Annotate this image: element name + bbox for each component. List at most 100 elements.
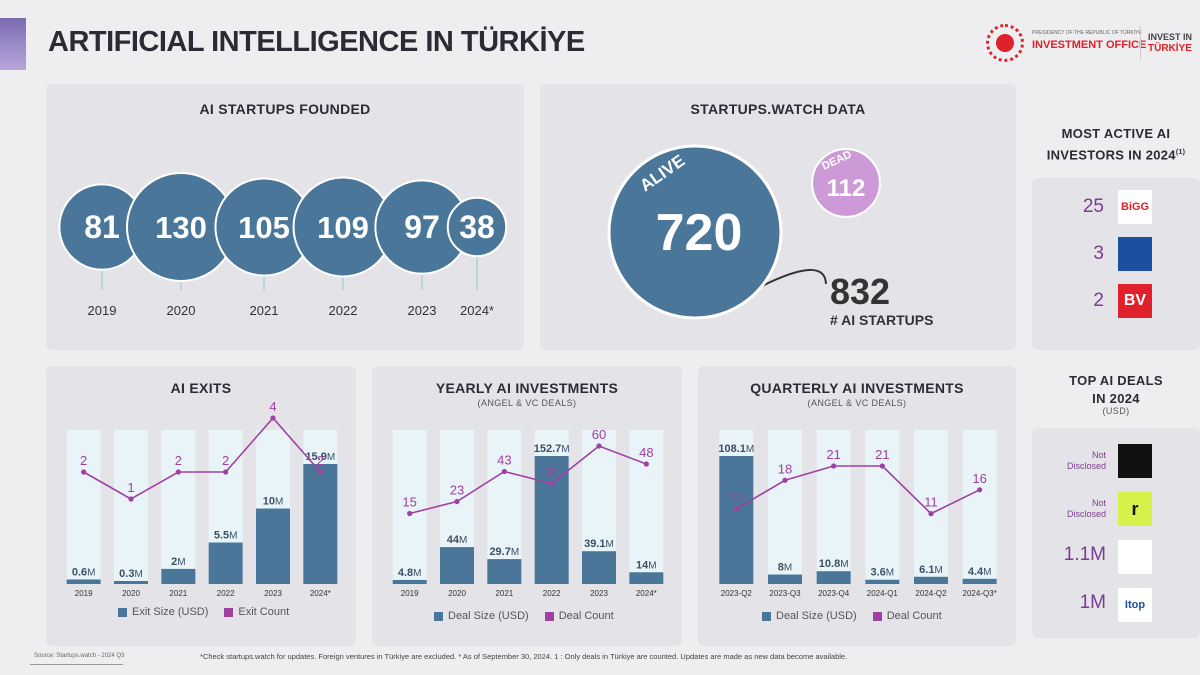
count-point [831, 463, 837, 469]
bar [719, 456, 754, 584]
category-label: 2023 [264, 589, 282, 598]
investor-logo: BV [1118, 284, 1152, 318]
panel-top-deals: TOP AI DEALS IN 2024 (USD) Not Disclosed N… [1032, 364, 1200, 648]
category-label: 2020 [122, 589, 140, 598]
startup-logo [1118, 444, 1152, 478]
count-point [733, 506, 739, 512]
bar-track [768, 430, 802, 584]
legend-deal-count-yearly: Deal Count [544, 610, 614, 622]
most-active-footnote: (1) [1175, 149, 1186, 156]
category-label: 2024-Q2 [915, 589, 947, 598]
bar-track [962, 430, 997, 584]
founded-value-label: 109 [317, 210, 369, 245]
bar-value-label: 10.8M [819, 558, 849, 570]
legend-swatch-line [224, 607, 234, 617]
founded-year-label: 2024* [460, 303, 494, 318]
panel-yearly-investments: YEARLY AI INVESTMENTS (ANGEL & VC DEALS)… [372, 366, 682, 646]
count-value-label: 60 [592, 427, 606, 442]
logo-divider [1140, 26, 1141, 60]
logo-office-text: INVESTMENT OFFICE [1032, 39, 1147, 51]
alive-value: 720 [656, 204, 743, 262]
count-point [454, 498, 460, 505]
count-point [128, 496, 134, 502]
legend-deal-size-yearly: Deal Size (USD) [434, 610, 529, 622]
category-label: 2022 [217, 589, 235, 598]
bar-value-label: 39.1M [584, 538, 614, 550]
founded-value-label: 38 [459, 209, 495, 245]
founded-bubble [446, 196, 508, 258]
presidency-seal-icon [986, 24, 1024, 62]
founded-value-label: 81 [84, 209, 120, 245]
count-value-label: 21 [875, 447, 889, 462]
panel-title-top-deals: TOP AI DEALS IN 2024 [1032, 372, 1200, 408]
founded-year-label: 2020 [167, 303, 196, 318]
legend-deal-size-quarterly: Deal Size (USD) [762, 610, 857, 622]
deal-value: 1.1M [1063, 544, 1106, 565]
title-accent-bar [0, 18, 26, 70]
bar [256, 508, 290, 584]
panel-title-startups-watch: STARTUPS.WATCH DATA [690, 101, 866, 117]
panel-title-most-active: MOST ACTIVE AI INVESTORS IN 2024(1) [1032, 124, 1200, 164]
panel-ai-exits: AI EXITS 0.6M 2019 0.3M 2020 2M 2021 5.5M 2022 1… [46, 366, 356, 646]
bar [440, 547, 474, 584]
category-label: 2023-Q2 [721, 589, 753, 598]
investor-logo [1118, 237, 1152, 271]
logo-presidency-text: PRESIDENCY OF THE REPUBLIC OF TÜRKİYE [1032, 30, 1142, 36]
count-point [782, 477, 788, 483]
investor-deal-count: 25 [1082, 196, 1104, 217]
legend-swatch-bar [118, 607, 127, 617]
category-label: 2024* [310, 589, 331, 598]
founded-year-label: 2022 [329, 303, 358, 318]
panel-startups-watch: STARTUPS.WATCH DATA ALIVE 720 DEAD 112 832 # … [540, 84, 1016, 350]
bar [865, 579, 900, 584]
category-label: 2023 [590, 589, 608, 598]
bar-value-label: 10M [263, 496, 284, 508]
most-active-line2: INVESTORS IN 2024 [1046, 147, 1176, 163]
bar-value-label: 4.8M [398, 567, 422, 579]
bar-track [392, 430, 427, 584]
count-point [879, 463, 885, 469]
count-value-label: 2 [317, 453, 324, 468]
founded-value-label: 130 [155, 210, 207, 245]
yearly-bar-line-chart: 4.8M 2019 44M 2020 29.7M 2021 152.7M 2022 39.1M 2… [392, 427, 664, 598]
count-value-label: 18 [778, 461, 792, 476]
category-label: 2023-Q3 [769, 589, 801, 598]
deal-row: Not Disclosed [1032, 442, 1200, 482]
investor-list: 25 BiGG 3 2 BV [1032, 178, 1200, 350]
founded-year-label: 2021 [250, 303, 279, 318]
legend-swatch-line [544, 611, 554, 621]
count-point [643, 461, 649, 467]
panel-sub-yearly: (ANGEL & VC DEALS) [477, 398, 577, 408]
top-deals-line2: IN 2024 [1092, 391, 1140, 406]
bar-value-label: 5.5M [214, 529, 238, 541]
bar [816, 571, 851, 584]
founded-year-label: 2023 [408, 303, 437, 318]
investment-office-logo: PRESIDENCY OF THE REPUBLIC OF TÜRKİYE IN… [986, 22, 1192, 66]
bar-track [487, 430, 522, 584]
startup-logo [1118, 540, 1152, 574]
investor-row: 3 [1032, 235, 1200, 275]
deal-value: Not Disclosed [1066, 450, 1106, 471]
legend-deal-count-quarterly-label: Deal Count [886, 610, 942, 622]
legend-deal-size-yearly-label: Deal Size (USD) [448, 610, 529, 622]
legend-exit-size: Exit Size (USD) [118, 606, 208, 618]
panel-title-quarterly: QUARTERLY AI INVESTMENTS [750, 380, 964, 396]
investor-logo: BiGG [1118, 190, 1152, 224]
count-point [407, 510, 413, 517]
most-active-line1: MOST ACTIVE AI [1061, 126, 1171, 141]
category-label: 2022 [543, 589, 561, 598]
logo-invest-line2: TÜRKİYE [1148, 43, 1192, 54]
bar [914, 576, 948, 584]
bar [768, 574, 802, 584]
bar-value-label: 0.6M [72, 566, 96, 578]
category-label: 2021 [495, 589, 513, 598]
count-value-label: 48 [639, 445, 653, 460]
category-label: 2024-Q3* [963, 589, 997, 598]
deal-value: Not Disclosed [1066, 498, 1106, 519]
legend-swatch-bar [434, 611, 443, 621]
panel-title-yearly: YEARLY AI INVESTMENTS [435, 380, 619, 396]
total-value: 832 [830, 271, 890, 312]
deal-row: Not Disclosed r [1032, 490, 1200, 530]
category-label: 2024* [636, 589, 657, 598]
